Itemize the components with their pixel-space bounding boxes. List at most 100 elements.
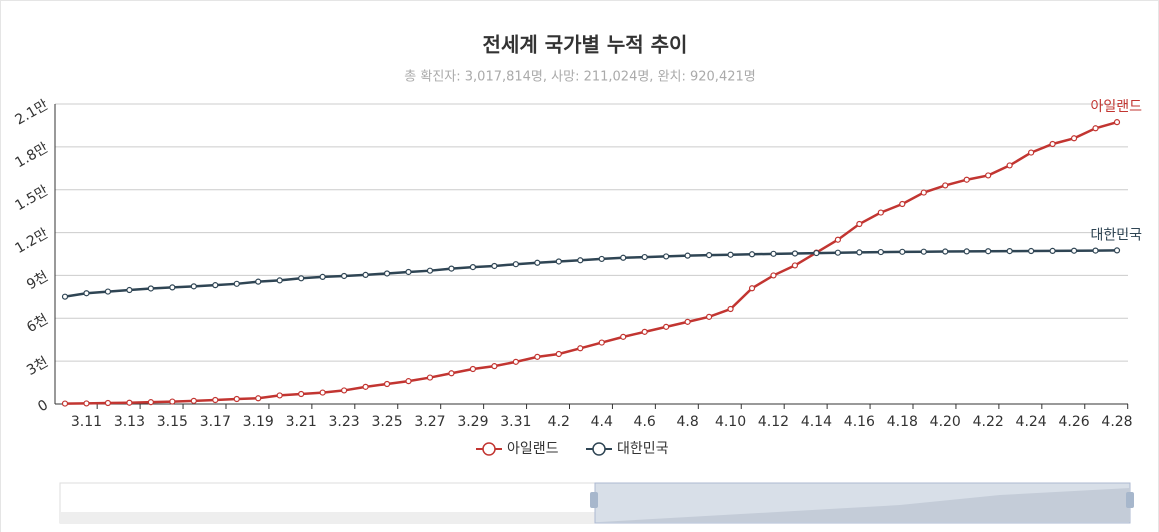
x-tick-label: 3.27 <box>414 414 445 430</box>
data-zoom[interactable] <box>59 482 1134 524</box>
data-point <box>426 374 434 381</box>
data-point <box>83 290 90 297</box>
data-point <box>104 399 112 407</box>
data-point <box>641 328 648 335</box>
data-point <box>577 257 584 264</box>
data-point <box>813 249 820 257</box>
data-point <box>748 285 756 292</box>
data-point <box>383 270 391 277</box>
x-tick-label: 3.17 <box>200 414 231 430</box>
x-tick-label: 3.25 <box>371 414 402 430</box>
x-tick-label: 4.20 <box>930 414 961 430</box>
data-point <box>577 345 584 352</box>
x-tick-label: 4.10 <box>715 414 746 430</box>
data-point <box>899 248 906 255</box>
x-tick-label: 3.11 <box>71 414 102 430</box>
legend-item[interactable]: 아일랜드 <box>476 441 559 457</box>
data-point <box>298 390 305 398</box>
data-point <box>534 259 541 266</box>
data-point <box>684 318 691 325</box>
y-tick-label: 3천 <box>24 354 51 379</box>
x-tick-label: 3.19 <box>243 414 274 430</box>
y-tick-label: 1.2만 <box>13 226 52 257</box>
data-point <box>748 251 756 258</box>
legend-symbol <box>592 442 606 456</box>
data-point <box>469 264 477 271</box>
data-point <box>791 250 799 257</box>
x-tick-label: 4.6 <box>634 414 656 430</box>
x-tick-label: 4.4 <box>591 414 613 430</box>
data-point <box>61 400 69 407</box>
data-point <box>512 261 519 268</box>
data-point <box>534 353 541 360</box>
data-point <box>620 254 627 261</box>
data-point <box>555 258 562 265</box>
y-tick-label: 1.8만 <box>13 140 52 171</box>
data-point <box>1028 247 1035 255</box>
data-point <box>641 253 648 261</box>
x-tick-label: 4.12 <box>758 414 789 430</box>
data-point <box>405 268 412 276</box>
data-point <box>1070 247 1078 254</box>
data-point <box>834 249 841 256</box>
x-tick-label: 3.29 <box>457 414 488 430</box>
legend-item[interactable]: 대한민국 <box>586 441 669 457</box>
chart-subtitle: 총 확진자: 3,017,814명, 사망: 211,024명, 완치: 920… <box>404 70 755 85</box>
data-point <box>727 305 734 313</box>
data-point <box>856 220 863 228</box>
legend-label: 아일랜드 <box>507 441 559 457</box>
data-point <box>791 262 799 269</box>
x-tick-label: 4.28 <box>1101 414 1132 430</box>
data-point <box>684 252 691 259</box>
x-tick-label: 4.8 <box>676 414 698 430</box>
y-tick-label: 0 <box>35 397 51 415</box>
data-point <box>276 392 283 399</box>
data-point <box>126 399 133 406</box>
data-point <box>448 265 455 272</box>
data-point <box>834 236 841 243</box>
zoom-preview <box>600 488 1130 522</box>
zoom-handle[interactable] <box>1126 492 1134 508</box>
data-point <box>212 282 219 289</box>
data-point <box>899 200 906 208</box>
x-tick-label: 4.16 <box>844 414 875 430</box>
data-point <box>598 255 605 263</box>
zoom-handle[interactable] <box>590 492 598 508</box>
data-point <box>963 248 970 255</box>
data-point <box>877 248 884 256</box>
data-point <box>405 378 412 385</box>
series-line <box>64 120 1118 405</box>
data-point <box>1006 248 1013 255</box>
data-point <box>1092 125 1099 132</box>
data-point <box>985 248 992 255</box>
data-point <box>877 209 884 216</box>
data-point <box>920 248 927 255</box>
data-point <box>362 271 369 278</box>
x-tick-label: 3.21 <box>286 414 317 430</box>
series-line <box>64 249 1118 298</box>
legend-symbol <box>482 442 496 456</box>
data-point <box>663 253 670 260</box>
x-tick-label: 4.18 <box>887 414 918 430</box>
x-tick-label: 3.15 <box>157 414 188 430</box>
data-point <box>83 400 90 407</box>
legend-label: 대한민국 <box>617 441 669 457</box>
y-tick-label: 2.1만 <box>13 97 52 128</box>
data-point <box>448 370 455 377</box>
data-point <box>598 339 605 346</box>
data-point <box>362 383 369 390</box>
data-point <box>104 288 112 295</box>
data-point <box>212 396 219 404</box>
data-point <box>1028 149 1035 156</box>
data-point <box>1070 135 1078 142</box>
data-point <box>126 286 133 294</box>
x-tick-label: 4.22 <box>973 414 1004 430</box>
data-point <box>341 272 348 280</box>
data-point <box>942 182 949 189</box>
data-point <box>491 363 498 370</box>
data-point <box>1006 162 1013 169</box>
x-tick-label: 3.31 <box>500 414 531 430</box>
data-point <box>169 284 176 291</box>
data-point <box>61 293 69 300</box>
data-point <box>1049 247 1056 254</box>
